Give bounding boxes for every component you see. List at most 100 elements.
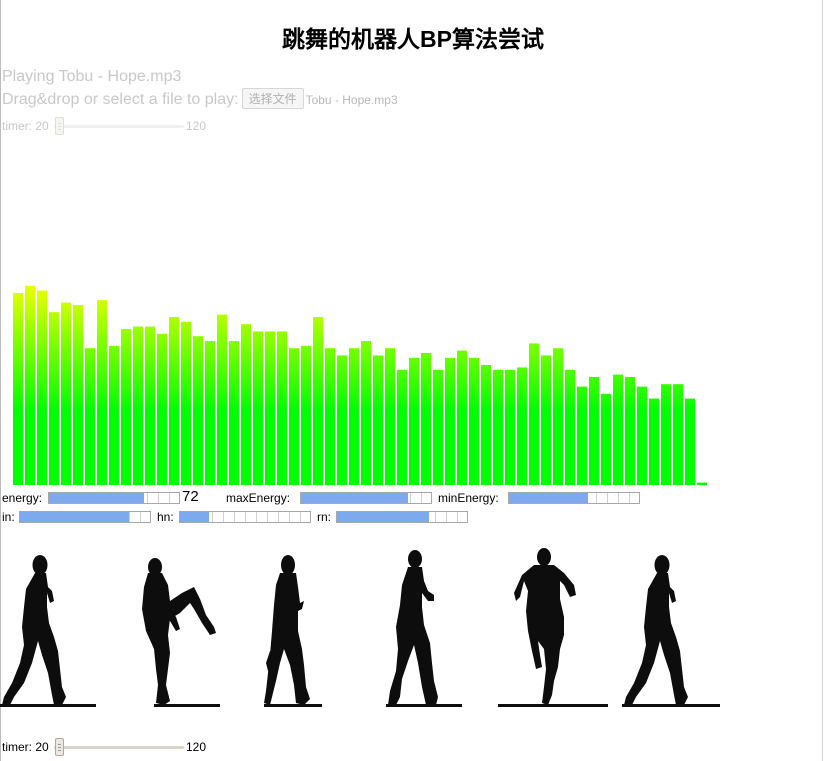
dancer-figure bbox=[498, 548, 608, 707]
dancer-strip bbox=[0, 548, 720, 707]
spectrum-bar bbox=[349, 348, 359, 485]
dancer-figure bbox=[622, 555, 720, 707]
spectrum-bar bbox=[685, 398, 695, 485]
spectrum-bar bbox=[13, 293, 23, 485]
spectrum-bar bbox=[37, 290, 47, 485]
energy-value: 72 bbox=[182, 488, 199, 505]
spectrum-bar bbox=[433, 369, 443, 485]
spectrum-bar bbox=[421, 353, 431, 485]
dragdrop-label: Drag&drop or select a file to play: bbox=[2, 91, 239, 108]
spectrum-bar bbox=[313, 317, 323, 485]
spectrum-bar bbox=[205, 341, 215, 485]
spectrum-bar bbox=[169, 317, 179, 485]
spectrum-bar bbox=[481, 365, 491, 485]
rn-meter-fill bbox=[337, 512, 430, 522]
spectrum-bar bbox=[553, 348, 563, 485]
spectrum-bar bbox=[397, 369, 407, 485]
spectrum-bar bbox=[541, 355, 551, 485]
rn-label: rn: bbox=[317, 510, 332, 524]
spectrum-bar bbox=[85, 348, 95, 485]
spectrum-bar bbox=[517, 367, 527, 485]
spectrum-bar bbox=[469, 357, 479, 485]
spectrum-bar bbox=[97, 300, 107, 485]
spectrum-bar bbox=[373, 355, 383, 485]
spectrum-bar bbox=[673, 384, 683, 485]
file-select-row: Drag&drop or select a file to play: 选择文件 T… bbox=[2, 88, 398, 109]
hn-meter-bar bbox=[179, 511, 311, 523]
timer-slider-track[interactable] bbox=[54, 125, 184, 128]
spectrum-bar bbox=[697, 482, 707, 485]
max-energy-label: maxEnergy: bbox=[226, 491, 291, 505]
spectrum-bar bbox=[157, 333, 167, 485]
timer-slider-track[interactable] bbox=[54, 746, 184, 749]
energy-meter-fill bbox=[49, 493, 144, 503]
spectrum-bar bbox=[661, 384, 671, 485]
spectrum-bar bbox=[133, 326, 143, 485]
timer-label: timer: 20 bbox=[2, 740, 49, 754]
spectrum-bar bbox=[193, 336, 203, 485]
spectrum-bar bbox=[565, 369, 575, 485]
spectrum-bar bbox=[493, 369, 503, 485]
spectrum-bar bbox=[445, 357, 455, 485]
min-energy-meter-bar bbox=[508, 492, 640, 504]
spectrum-bar bbox=[109, 345, 119, 485]
dancer-figure bbox=[0, 555, 96, 707]
spectrum-bar bbox=[649, 398, 659, 485]
spectrum-bar bbox=[217, 314, 227, 485]
spectrum-bar bbox=[73, 305, 83, 485]
spectrum-bar bbox=[265, 331, 275, 485]
spectrum-bar bbox=[121, 329, 131, 485]
choose-file-button[interactable]: 选择文件 bbox=[241, 88, 304, 109]
max-energy-meter-fill bbox=[301, 493, 408, 503]
spectrum-bar bbox=[325, 348, 335, 485]
spectrum-bar bbox=[253, 331, 263, 485]
timer-slider-thumb[interactable] bbox=[55, 117, 64, 135]
spectrum-bar bbox=[289, 348, 299, 485]
spectrum-bar bbox=[505, 369, 515, 485]
spectrum-bar bbox=[61, 302, 71, 485]
energy-meter-bar bbox=[48, 492, 180, 504]
spectrum-bar bbox=[241, 324, 251, 485]
spectrum-bar bbox=[301, 345, 311, 485]
window-left-edge bbox=[0, 0, 1, 761]
spectrum-bar bbox=[337, 355, 347, 485]
audio-spectrum-chart bbox=[13, 285, 707, 485]
timer-max-label: 120 bbox=[186, 740, 207, 754]
spectrum-bar bbox=[529, 343, 539, 485]
page-title: 跳舞的机器人BP算法尝试 bbox=[282, 26, 544, 52]
dancer-figure bbox=[386, 550, 462, 707]
timer-max-label: 120 bbox=[186, 119, 207, 133]
min-energy-label: minEnergy: bbox=[438, 491, 499, 505]
spectrum-bar bbox=[601, 393, 611, 485]
spectrum-bar bbox=[457, 350, 467, 485]
spectrum-bar bbox=[409, 357, 419, 485]
spectrum-bar bbox=[361, 341, 371, 485]
dancer-figure bbox=[264, 555, 322, 707]
spectrum-bar bbox=[181, 321, 191, 485]
in-meter-fill bbox=[20, 512, 130, 522]
spectrum-bar bbox=[625, 377, 635, 485]
in-meter-bar bbox=[19, 511, 151, 523]
dancer-figure bbox=[142, 558, 220, 707]
window-scrollbar-edge bbox=[822, 0, 823, 761]
spectrum-bar bbox=[637, 386, 647, 485]
timer-slider-thumb[interactable] bbox=[55, 738, 64, 756]
spectrum-bar bbox=[229, 341, 239, 485]
max-energy-meter-bar bbox=[300, 492, 432, 504]
energy-label: energy: bbox=[2, 491, 43, 505]
spectrum-bar bbox=[385, 348, 395, 485]
spectrum-bar bbox=[589, 377, 599, 485]
now-playing-text: Playing Tobu - Hope.mp3 bbox=[2, 68, 182, 85]
in-label: in: bbox=[2, 510, 15, 524]
hn-meter-fill bbox=[180, 512, 209, 522]
spectrum-bar bbox=[145, 326, 155, 485]
spectrum-bar bbox=[25, 285, 35, 485]
spectrum-bar bbox=[577, 386, 587, 485]
selected-file-name: Tobu - Hope.mp3 bbox=[305, 93, 398, 107]
spectrum-bar bbox=[613, 374, 623, 485]
min-energy-meter-fill bbox=[509, 493, 589, 503]
hn-label: hn: bbox=[157, 510, 174, 524]
spectrum-bar bbox=[49, 312, 59, 485]
timer-label: timer: 20 bbox=[2, 119, 49, 133]
spectrum-bar bbox=[277, 331, 287, 485]
